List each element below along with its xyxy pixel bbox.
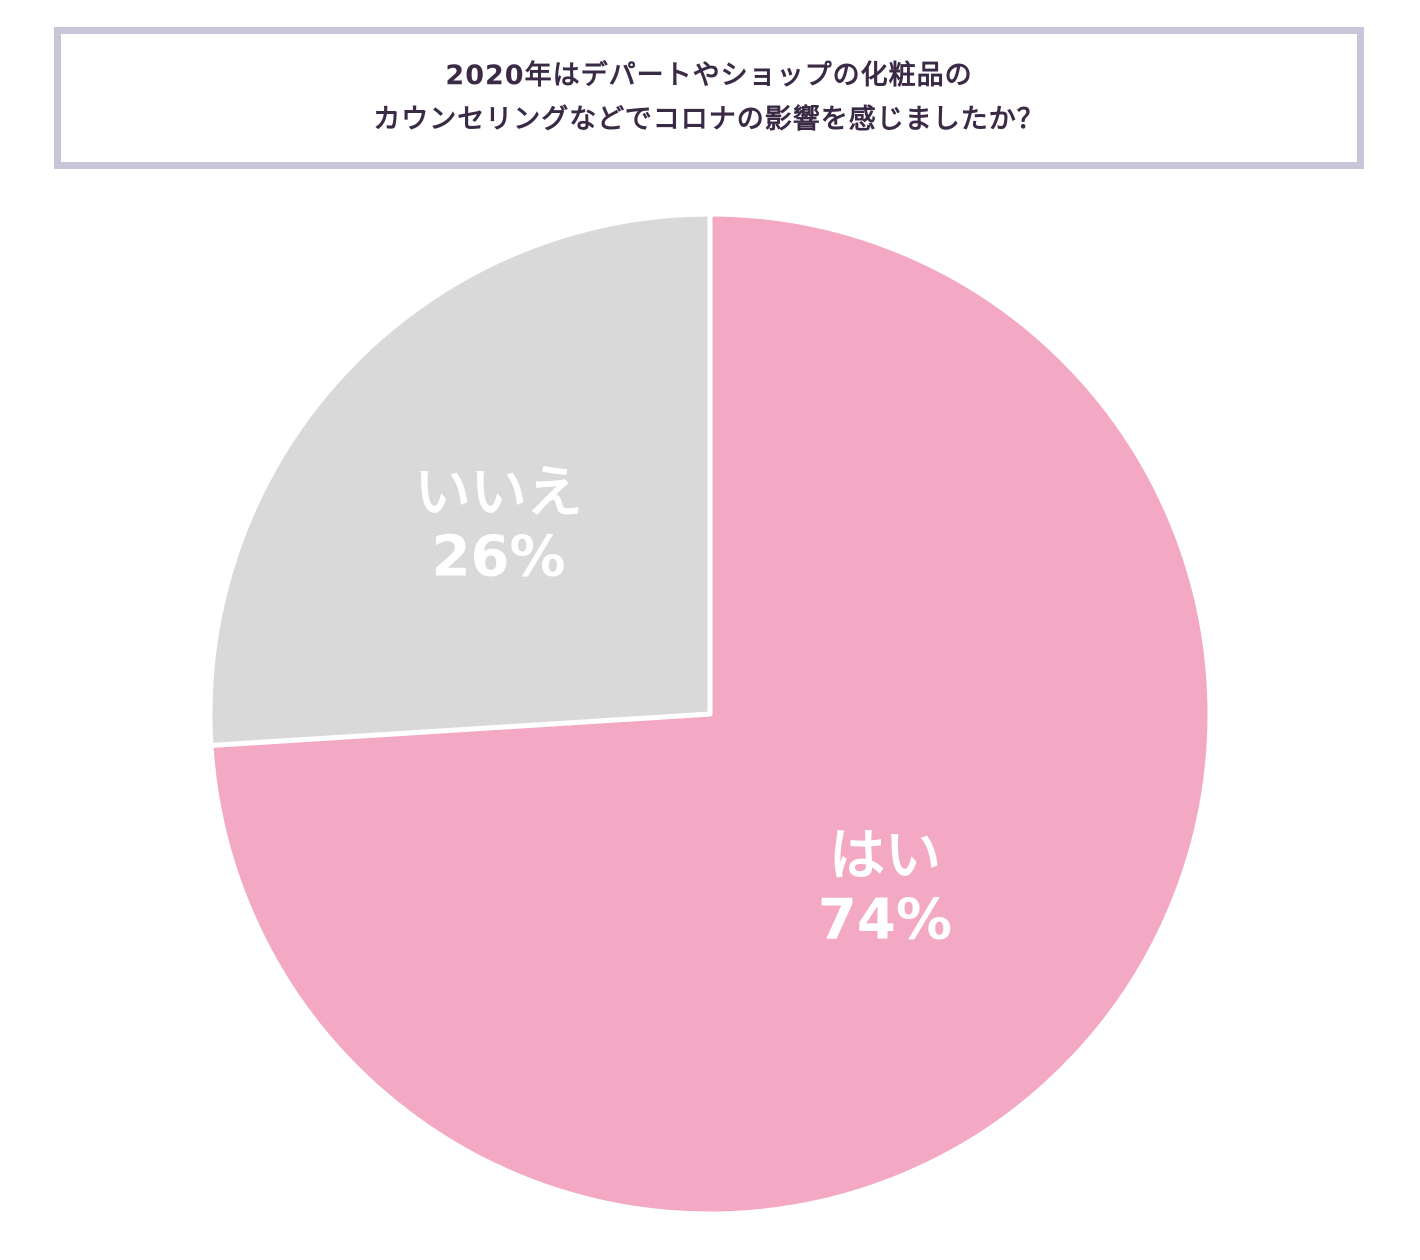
chart-title-line-1: 2020年はデパートやショップの化粧品の — [445, 60, 973, 92]
pie-slice-value-1: 26% — [432, 524, 566, 589]
pie-slices — [207, 211, 1213, 1217]
chart-title-line-2: カウンセリングなどでコロナの影響を感じましたか？ — [373, 104, 1045, 135]
pie-slice-1 — [207, 211, 713, 748]
pie-slice-label-0: はい — [829, 823, 941, 888]
pie-slice-value-0: 74% — [818, 887, 952, 952]
pie-slice-label-1: いいえ — [415, 460, 583, 525]
chart-title-box: 2020年はデパートやショップの化粧品の カウンセリングなどでコロナの影響を感じ… — [54, 27, 1364, 169]
